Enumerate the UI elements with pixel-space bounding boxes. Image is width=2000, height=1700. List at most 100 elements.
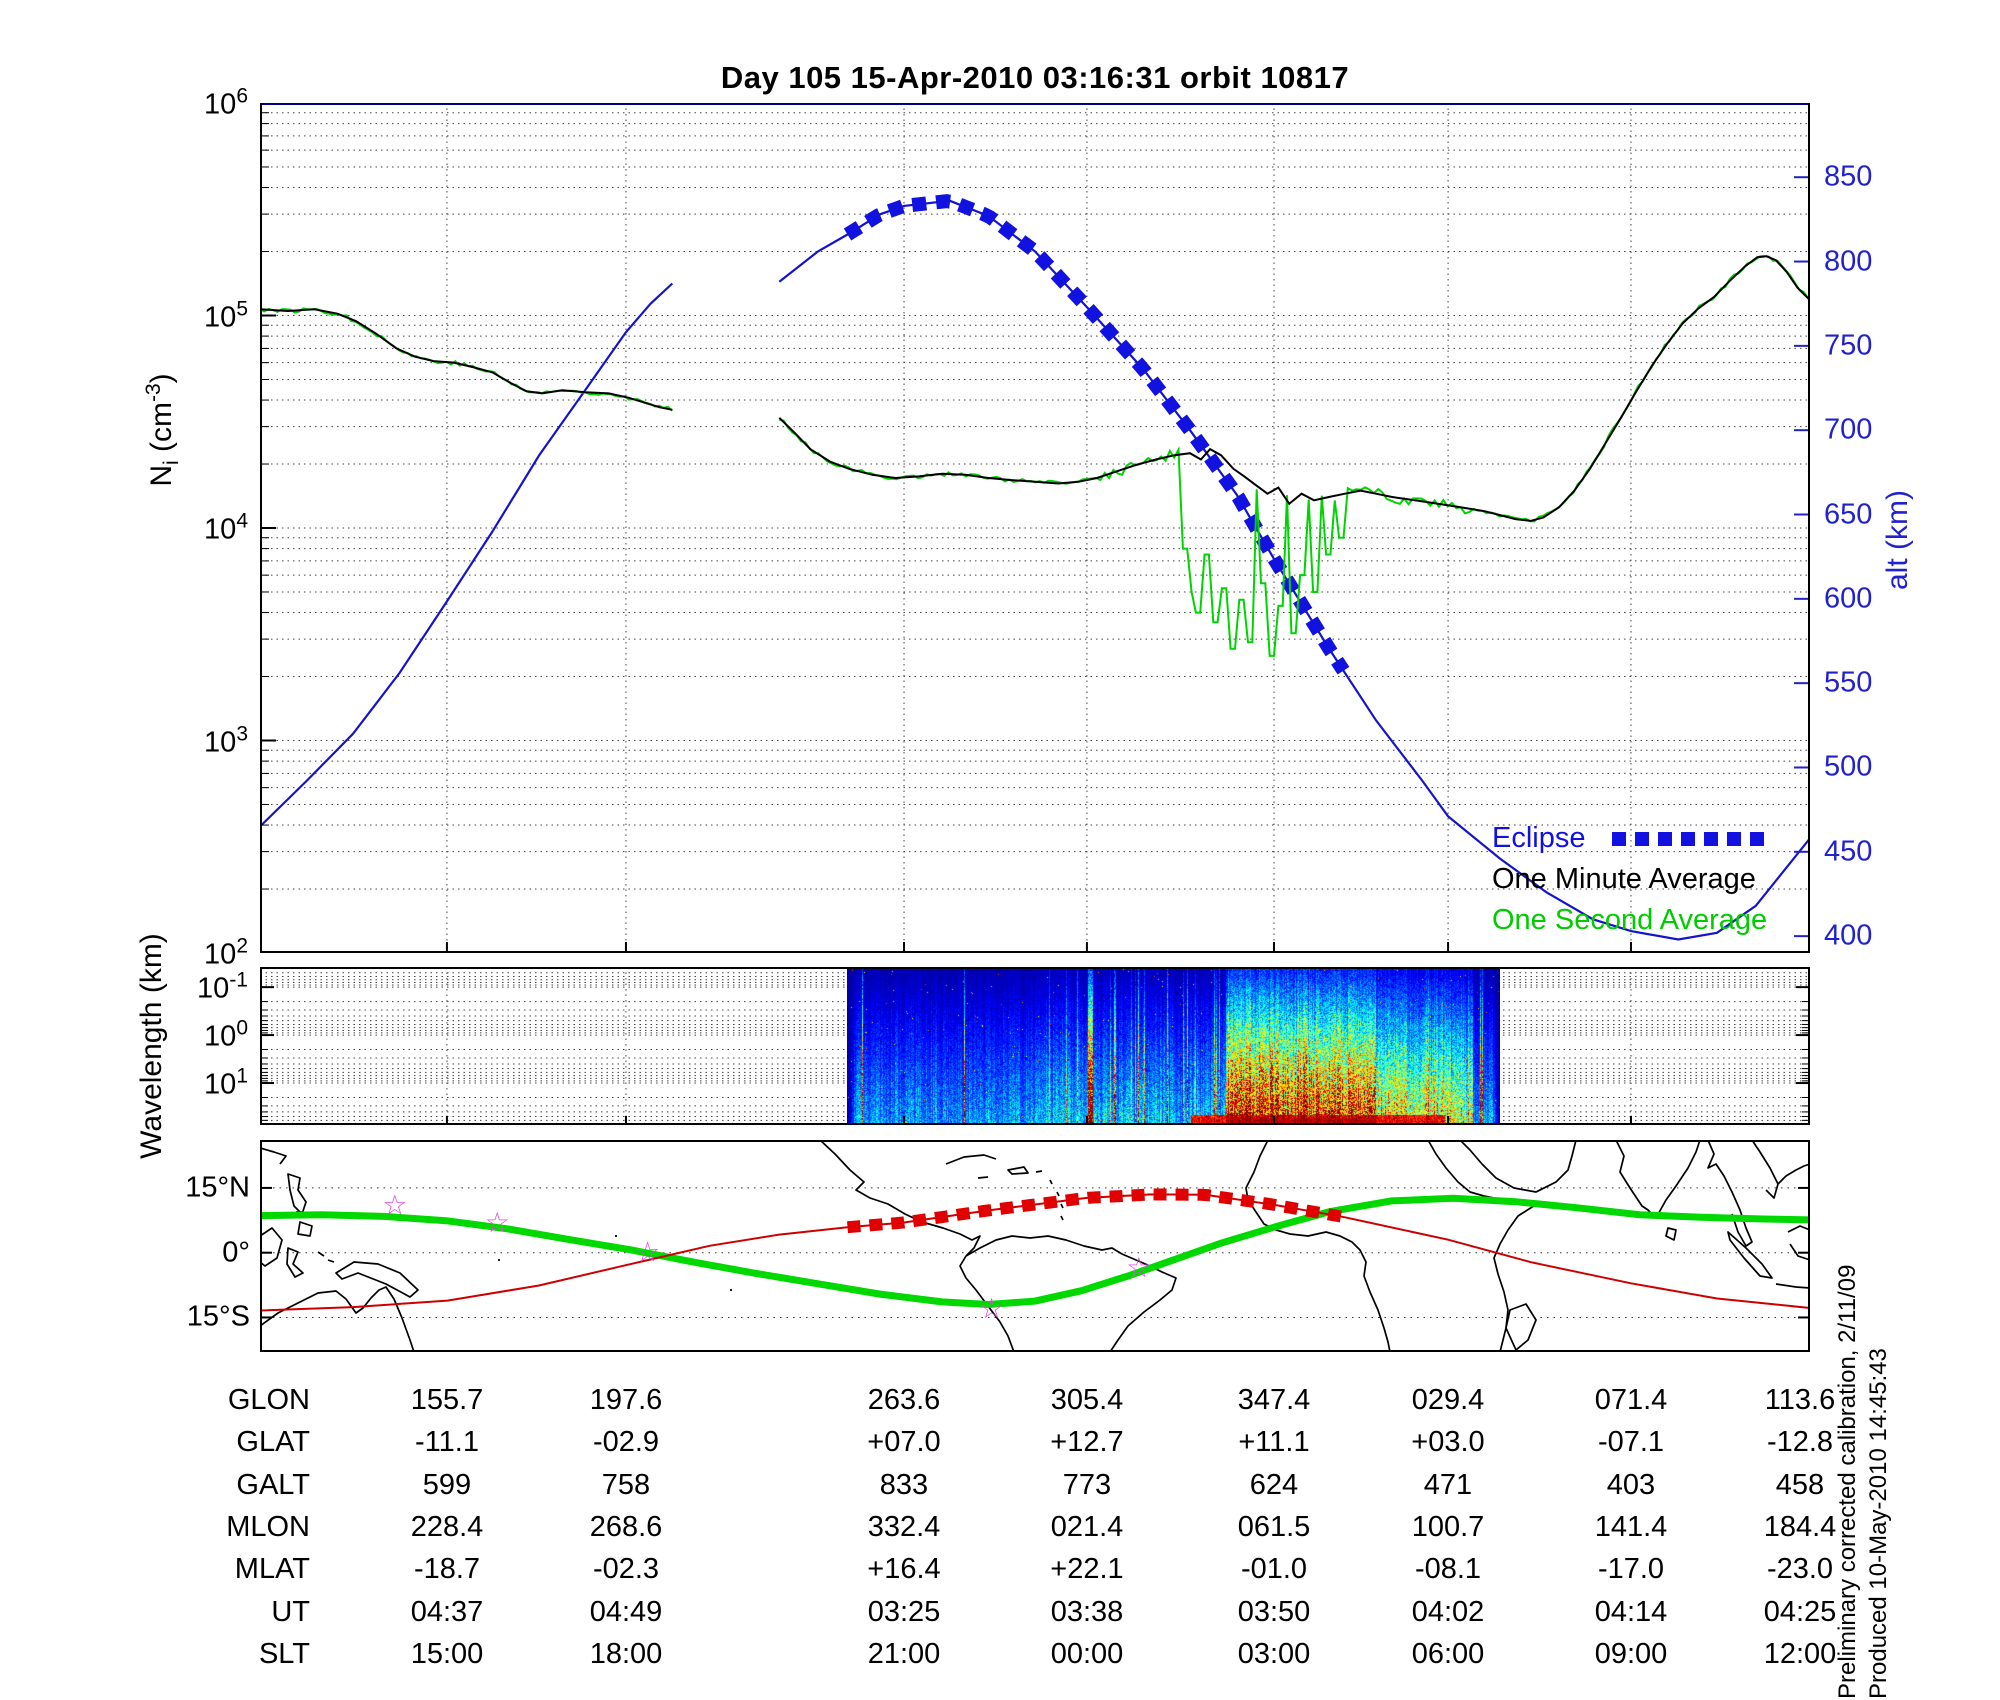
produced-note: Produced 10-May-2010 14:45:43 (1865, 1348, 1892, 1699)
cell-GALT-4: 624 (1249, 1469, 1299, 1501)
legend-eclipse-label: Eclipse (1492, 822, 1586, 854)
cell-UT-0: 04:37 (410, 1596, 484, 1628)
cell-MLON-3: 021.4 (1050, 1511, 1124, 1543)
cell-GALT-0: 599 (422, 1469, 472, 1501)
density-altitude-panel (260, 103, 1810, 953)
cell-UT-1: 04:49 (589, 1596, 663, 1628)
cell-MLAT-4: -01.0 (1240, 1553, 1308, 1585)
cell-SLT-3: 00:00 (1050, 1638, 1124, 1670)
ground-station-star: ☆ (979, 1293, 1004, 1324)
cell-GLAT-3: +12.7 (1050, 1426, 1124, 1458)
cell-GALT-1: 758 (601, 1469, 651, 1501)
cell-GLON-5: 029.4 (1411, 1384, 1485, 1416)
cell-GLON-4: 347.4 (1237, 1384, 1311, 1416)
ground-station-star: ☆ (382, 1190, 407, 1221)
wavelength-tick-10e0: 100 (204, 1016, 248, 1053)
row-label-SLT: SLT (258, 1638, 310, 1670)
cell-GALT-2: 833 (879, 1469, 929, 1501)
cell-MLON-2: 332.4 (867, 1511, 941, 1543)
cell-SLT-1: 18:00 (589, 1638, 663, 1670)
row-label-GALT: GALT (236, 1469, 310, 1501)
cell-UT-3: 03:38 (1050, 1596, 1124, 1628)
cell-MLON-0: 228.4 (410, 1511, 484, 1543)
alt-tick-450: 450 (1824, 835, 1873, 868)
wavelength-tick-10e-1: 10-1 (197, 968, 248, 1005)
alt-tick-850: 850 (1824, 160, 1873, 193)
page-title: Day 105 15-Apr-2010 03:16:31 orbit 10817 (720, 60, 1350, 95)
cell-GALT-7: 458 (1775, 1469, 1825, 1501)
cell-SLT-0: 15:00 (410, 1638, 484, 1670)
ground-station-star: ☆ (635, 1237, 660, 1268)
legend-eclipse-dash-sample (1611, 831, 1772, 846)
cell-GALT-5: 471 (1423, 1469, 1473, 1501)
cell-SLT-2: 21:00 (867, 1638, 941, 1670)
cell-MLAT-7: -23.0 (1766, 1553, 1834, 1585)
cell-GLAT-0: -11.1 (415, 1426, 479, 1458)
calibration-note: Preliminary corrected calibration, 2/11/… (1834, 1264, 1861, 1699)
cell-MLAT-6: -17.0 (1597, 1553, 1665, 1585)
alt-tick-400: 400 (1824, 919, 1873, 952)
alt-tick-600: 600 (1824, 582, 1873, 615)
lat-tick-0°: 0° (222, 1236, 250, 1269)
ni-axis-label: Ni (cm-3) (142, 373, 183, 487)
cell-MLON-1: 268.6 (589, 1511, 663, 1543)
cell-MLAT-1: -02.3 (592, 1553, 660, 1585)
row-label-UT: UT (271, 1596, 310, 1628)
cell-GLAT-4: +11.1 (1238, 1426, 1310, 1458)
cell-GALT-3: 773 (1062, 1469, 1112, 1501)
row-label-MLON: MLON (226, 1511, 310, 1543)
ni-tick-10e2: 102 (204, 934, 248, 971)
cell-GLAT-7: -12.8 (1766, 1426, 1834, 1458)
cell-GLON-6: 071.4 (1594, 1384, 1668, 1416)
ni-tick-10e4: 104 (204, 509, 248, 546)
cell-MLON-5: 100.7 (1411, 1511, 1485, 1543)
ni-tick-10e6: 106 (204, 84, 248, 121)
ground-station-star: ☆ (485, 1207, 510, 1238)
cell-GLON-2: 263.6 (867, 1384, 941, 1416)
cell-GLON-7: 113.6 (1764, 1384, 1836, 1416)
ni-tick-10e5: 105 (204, 297, 248, 333)
alt-tick-550: 550 (1824, 666, 1873, 699)
cell-MLAT-0: -18.7 (413, 1553, 481, 1585)
lat-tick-15°N: 15°N (185, 1171, 250, 1204)
row-label-MLAT: MLAT (234, 1553, 310, 1585)
lat-tick-15°S: 15°S (186, 1300, 250, 1333)
cell-MLON-6: 141.4 (1594, 1511, 1668, 1543)
cell-MLAT-2: +16.4 (867, 1553, 941, 1585)
cell-SLT-6: 09:00 (1594, 1638, 1668, 1670)
cell-GLON-1: 197.6 (589, 1384, 663, 1416)
wavelength-spectrogram-panel (260, 967, 1810, 1125)
wavelength-tick-10e1: 101 (204, 1064, 248, 1101)
row-label-GLAT: GLAT (236, 1426, 310, 1458)
ni-tick-10e3: 103 (204, 722, 248, 758)
cell-SLT-5: 06:00 (1411, 1638, 1485, 1670)
cell-GLAT-6: -07.1 (1597, 1426, 1665, 1458)
cell-UT-5: 04:02 (1411, 1596, 1485, 1628)
alt-tick-700: 700 (1824, 413, 1873, 446)
cell-UT-2: 03:25 (867, 1596, 941, 1628)
cell-GLON-3: 305.4 (1050, 1384, 1124, 1416)
row-label-GLON: GLON (227, 1384, 310, 1416)
legend-one-second-label: One Second Average (1492, 904, 1768, 936)
cell-GLAT-2: +07.0 (867, 1426, 941, 1458)
cell-GLON-0: 155.7 (410, 1384, 484, 1416)
alt-tick-750: 750 (1824, 329, 1873, 362)
alt-axis-label: alt (km) (1881, 490, 1914, 590)
ground-station-star: ☆ (1126, 1252, 1151, 1283)
alt-tick-800: 800 (1824, 245, 1873, 278)
legend-one-minute-label: One Minute Average (1492, 863, 1756, 895)
cell-MLON-7: 184.4 (1763, 1511, 1837, 1543)
alt-tick-500: 500 (1824, 750, 1873, 783)
spectrogram-heatmap (847, 968, 1500, 1124)
cell-SLT-4: 03:00 (1237, 1638, 1311, 1670)
ground-track-map-panel: ☆ ☆ ☆ ☆ ☆ (260, 1140, 1810, 1352)
cell-SLT-7: 12:00 (1763, 1638, 1837, 1670)
cell-MLAT-3: +22.1 (1050, 1553, 1124, 1585)
cell-GLAT-5: +03.0 (1411, 1426, 1485, 1458)
alt-tick-650: 650 (1824, 498, 1873, 530)
cell-UT-6: 04:14 (1594, 1596, 1668, 1628)
cell-UT-7: 04:25 (1763, 1596, 1837, 1628)
legend: Eclipse One Minute Average One Second Av… (1492, 818, 1772, 941)
cell-UT-4: 03:50 (1237, 1596, 1311, 1628)
